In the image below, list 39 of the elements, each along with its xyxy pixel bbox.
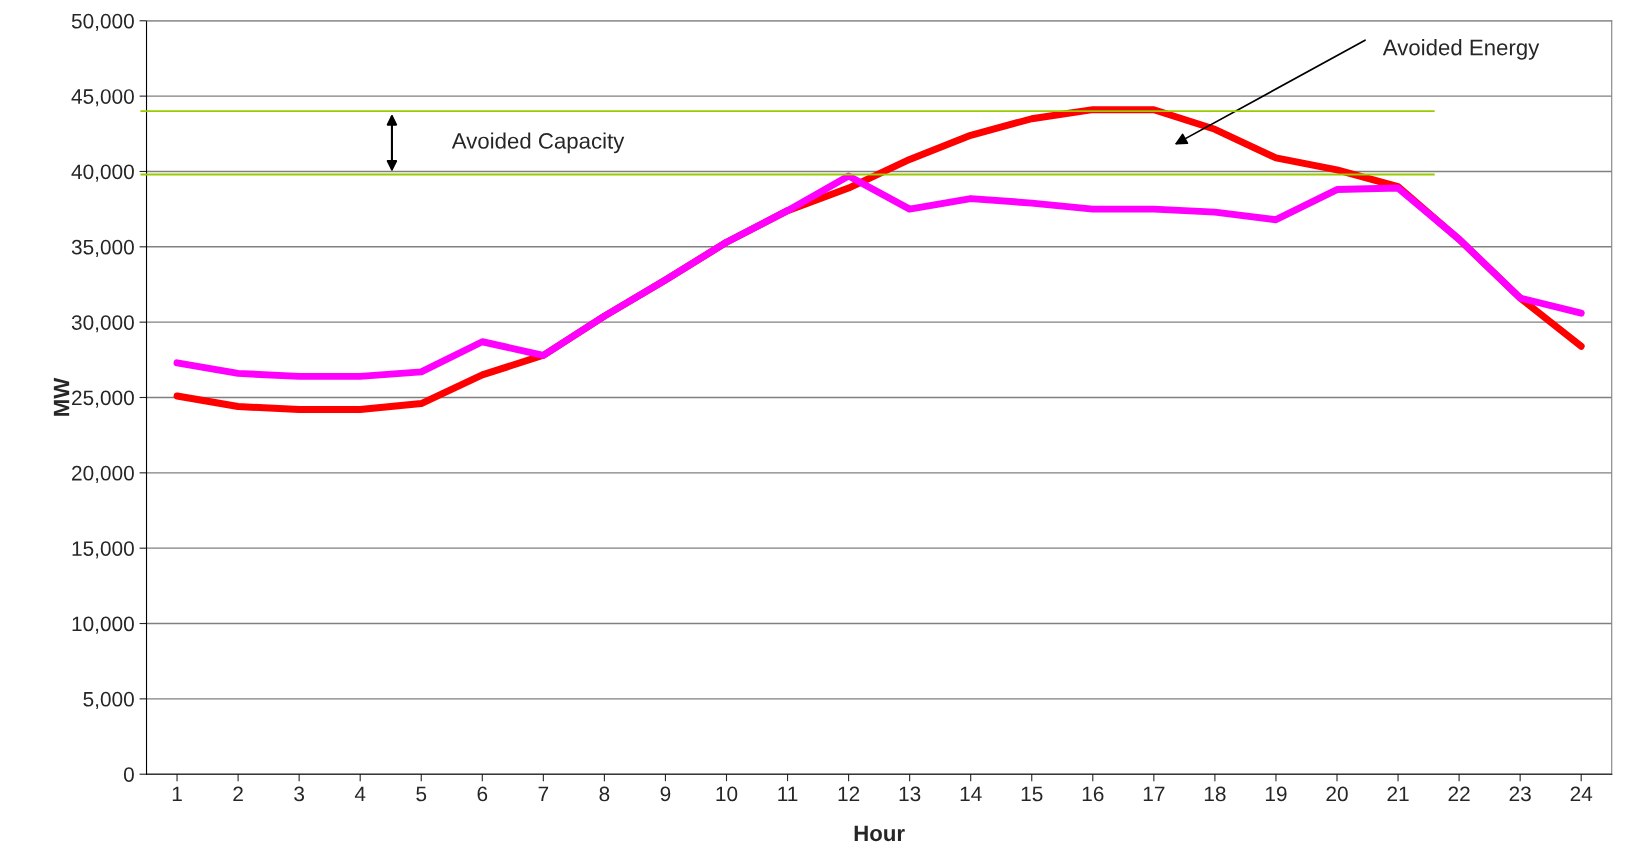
annotation: Avoided Energy (1382, 39, 1540, 60)
y-tick-label: 0 (123, 767, 134, 782)
x-tick-label: 2 (233, 786, 243, 802)
x-tick-label: 6 (477, 786, 488, 802)
x-tick-label: 5 (416, 786, 427, 802)
x-tick-label: 9 (660, 786, 671, 802)
y-tick-label: 35,000 (71, 239, 134, 258)
x-tick-label: 7 (538, 786, 549, 802)
x-tick-label: 3 (294, 786, 305, 802)
x-axis-title: Hour (854, 825, 905, 842)
y-tick-label: 50,000 (71, 13, 134, 31)
x-tick-label: 24 (1570, 786, 1593, 802)
annotation: Avoided Capacity (451, 132, 625, 154)
y-axis-title: MW (53, 377, 70, 416)
x-tick-label: 10 (716, 786, 738, 802)
x-tick-label: 22 (1448, 786, 1470, 802)
x-tick-label: 20 (1326, 786, 1348, 802)
x-tick-label: 21 (1387, 786, 1409, 802)
x-tick-label: 17 (1143, 786, 1165, 802)
x-tick-label: 23 (1509, 786, 1531, 802)
x-tick-label: 1 (172, 786, 182, 802)
y-tick-label: 5,000 (83, 691, 134, 710)
y-tick-label: 20,000 (72, 465, 134, 484)
y-tick-label: 40,000 (71, 164, 134, 182)
x-tick-label: 15 (1021, 786, 1043, 802)
x-tick-label: 13 (899, 786, 921, 802)
x-tick-label: 12 (838, 786, 860, 802)
x-tick-label: 4 (354, 786, 366, 802)
x-tick-label: 8 (599, 786, 610, 802)
y-tick-label: 10,000 (72, 616, 134, 634)
y-tick-label: 25,000 (72, 390, 134, 408)
y-tick-label: 30,000 (71, 315, 134, 333)
x-tick-label: 16 (1082, 786, 1104, 802)
y-tick-label: 15,000 (72, 541, 134, 559)
x-tick-label: 18 (1204, 786, 1226, 802)
x-tick-label: 14 (960, 786, 982, 802)
x-tick-label: 19 (1265, 786, 1287, 802)
x-tick-label: 11 (778, 786, 798, 802)
y-tick-label: 45,000 (71, 89, 134, 107)
